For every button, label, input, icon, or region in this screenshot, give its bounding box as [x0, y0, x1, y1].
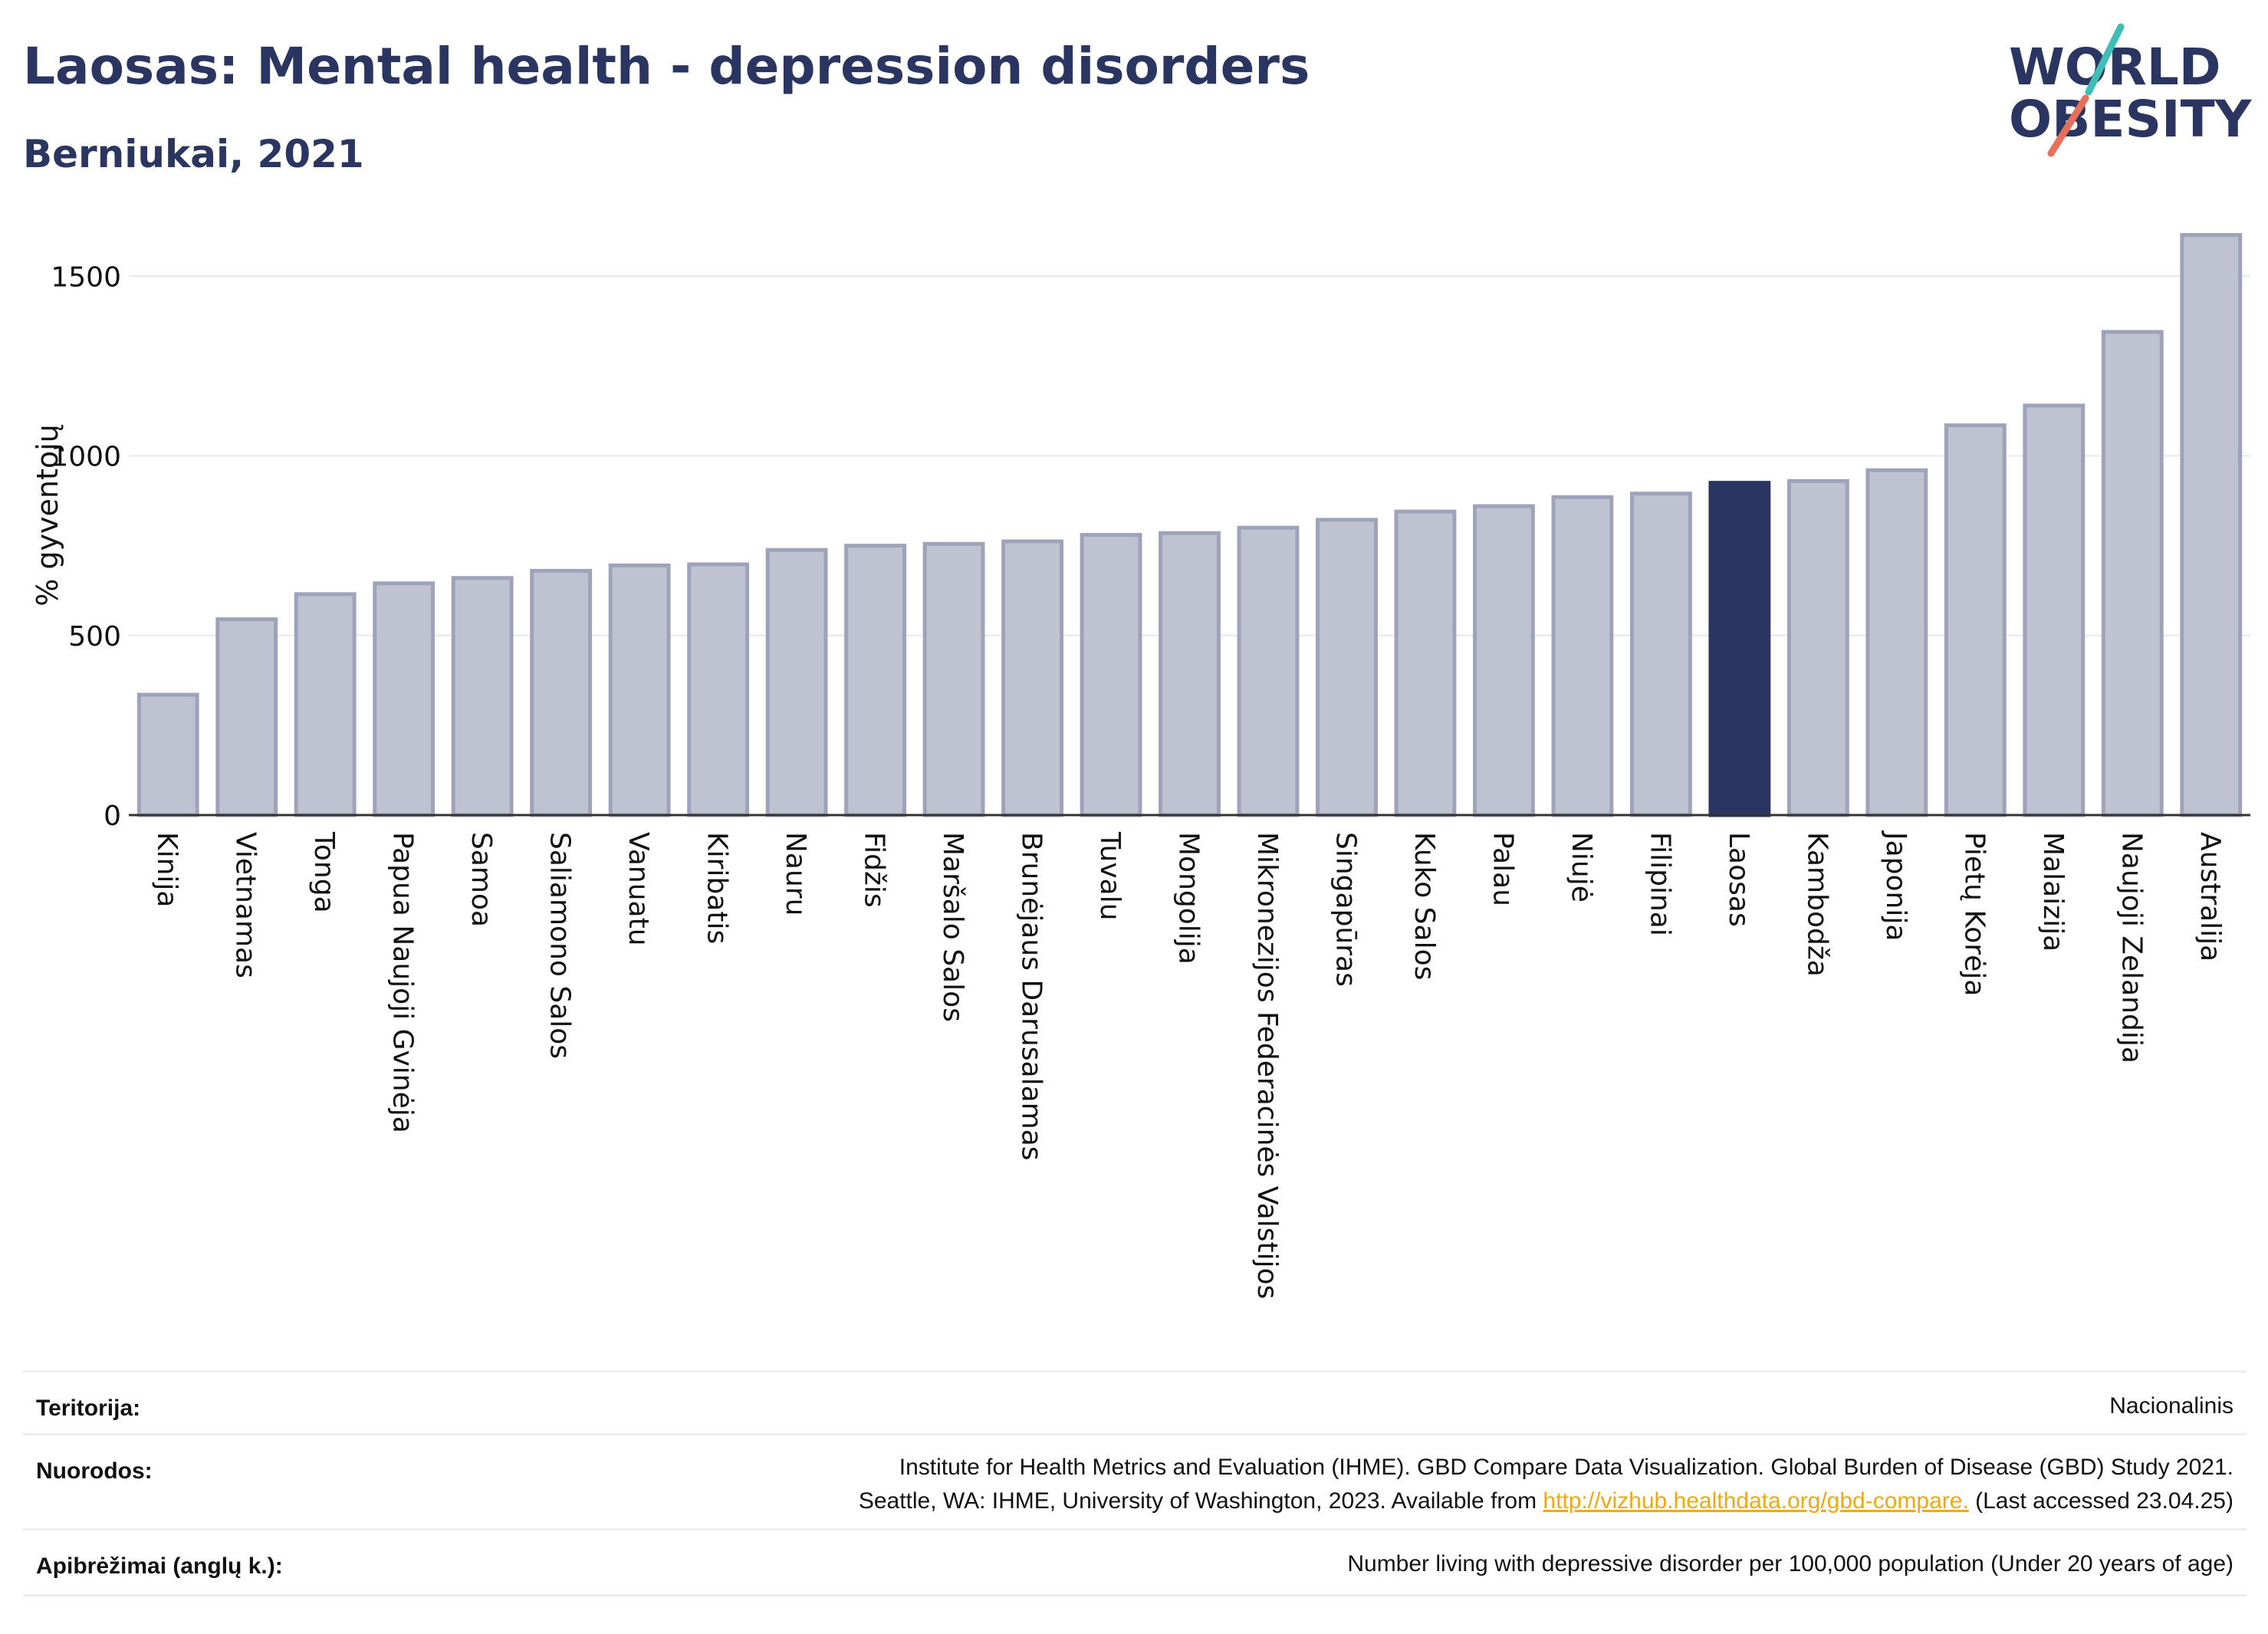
x-tick-label: Kiribatis	[702, 832, 733, 944]
x-tick-label: Vanuatu	[623, 832, 654, 946]
logo-line2: OBESITY	[2009, 90, 2253, 149]
territory-value: Nacionalinis	[2109, 1393, 2233, 1419]
references-value: Institute for Health Metrics and Evaluat…	[859, 1451, 2233, 1518]
bar-nauru	[765, 547, 828, 817]
world-obesity-logo: WORLD OBESITY	[2009, 23, 2253, 157]
bar-japonija	[1865, 468, 1928, 817]
bar-tuvalu	[1080, 533, 1142, 817]
bar-chart: 0 500 1000 1500 Kinija Vietnamas Tonga Papua Na…	[31, 232, 2250, 1299]
bar-piet-kor-ja	[1944, 423, 2007, 817]
bar-brun-jaus-darusalamas	[1001, 539, 1063, 817]
logo-slash-red	[2047, 94, 2089, 157]
bar-vietnamas	[215, 617, 278, 817]
x-tick-label: Mikronezijos Federacinės Valstijos	[1251, 832, 1283, 1299]
x-tick-label: Palau	[1487, 832, 1518, 906]
page-title: Laosas: Mental health - depression disor…	[23, 37, 1310, 96]
bar-fid-is	[844, 544, 906, 817]
references-link[interactable]: http://vizhub.healthdata.org/gbd-compare…	[1543, 1488, 1969, 1514]
x-tick-label: Fidžis	[859, 832, 890, 908]
x-tick-label: Vietnamas	[230, 832, 261, 978]
bar-australija	[2180, 232, 2243, 817]
bar-laosas	[1708, 481, 1771, 817]
x-tick-label: Laosas	[1723, 832, 1754, 927]
x-tick-label: Maršalo Salos	[937, 832, 968, 1022]
x-tick-label: Tonga	[308, 831, 340, 913]
bar-kuko-salos	[1394, 509, 1457, 817]
x-tick-label: Kinija	[151, 832, 182, 908]
y-axis-label: % gyventojų	[31, 424, 64, 607]
bar-filipinai	[1629, 492, 1692, 817]
bar-mikronezijos-federacin-s-valstijos	[1237, 525, 1300, 817]
references-line2: Seattle, WA: IHME, University of Washing…	[858, 1488, 2233, 1514]
y-tick-label: 0	[104, 801, 121, 832]
bar-samoa	[451, 576, 514, 817]
y-tick-label: 500	[68, 621, 121, 653]
definitions-value: Number living with depressive disorder p…	[1347, 1551, 2233, 1576]
y-tick-label: 1000	[51, 442, 121, 473]
references-label: Nuorodos:	[36, 1458, 153, 1484]
bar-mongolija	[1159, 531, 1221, 817]
page-subtitle: Berniukai, 2021	[23, 132, 364, 176]
x-tick-label: Kuko Salos	[1408, 832, 1440, 980]
bars	[136, 232, 2243, 817]
footer-row-definitions: Apibrėžimai (anglų k.): Number living wi…	[23, 1528, 2247, 1595]
x-tick-label: Pietų Korėja	[1958, 832, 1990, 996]
bar-vanuatu	[608, 563, 671, 817]
bar-saliamono-salos	[530, 568, 593, 817]
bar-kambod-a	[1786, 478, 1849, 817]
x-tick-label: Japonija	[1880, 830, 1911, 941]
x-tick-label: Tuvalu	[1094, 831, 1126, 921]
bar-palau	[1473, 504, 1535, 817]
bar-niuj-	[1551, 495, 1614, 817]
x-tick-label: Papua Naujoji Gvinėja	[387, 832, 419, 1133]
y-tick-label: 1500	[51, 261, 121, 293]
footer-row-references: Nuorodos: Institute for Health Metrics a…	[23, 1433, 2247, 1527]
territory-label: Teritorija:	[36, 1396, 141, 1421]
x-tick-label: Naujoji Zelandija	[2115, 832, 2147, 1064]
definitions-label: Apibrėžimai (anglų k.):	[36, 1553, 283, 1579]
bar-kinija	[136, 692, 199, 817]
axes: 0 500 1000 1500 Kinija Vietnamas Tonga Papua Na…	[51, 261, 2250, 1299]
x-tick-label: Saliamono Salos	[544, 832, 576, 1059]
bar-singap-ras	[1316, 518, 1378, 817]
x-tick-label: Filipinai	[1644, 832, 1675, 936]
x-tick-label: Kambodža	[1801, 832, 1832, 977]
x-tick-label: Brunėjaus Darusalamas	[1016, 832, 1047, 1161]
bar-kiribatis	[687, 562, 750, 817]
logo-slash-teal	[2085, 23, 2125, 96]
references-line1: Institute for Health Metrics and Evaluat…	[899, 1455, 2233, 1480]
bar-mar-alo-salos	[922, 541, 985, 817]
bar-malaizija	[2023, 403, 2086, 817]
bar-naujoji-zelandija	[2101, 330, 2164, 817]
bar-papua-naujoji-gvin-ja	[373, 581, 436, 817]
x-tick-label: Malaizija	[2037, 832, 2069, 952]
x-tick-label: Nauru	[780, 832, 811, 916]
bar-tonga	[294, 592, 357, 817]
footer-bottom-rule	[23, 1594, 2247, 1596]
footer-row-territory: Teritorija: Nacionalinis	[23, 1370, 2247, 1434]
x-tick-label: Australija	[2194, 832, 2226, 962]
logo-line1: WORLD	[2009, 38, 2221, 97]
x-tick-label: Samoa	[465, 832, 497, 927]
x-tick-label: Singapūras	[1330, 832, 1361, 987]
x-tick-label: Niujė	[1566, 832, 1597, 902]
x-tick-label: Mongolija	[1173, 832, 1205, 965]
